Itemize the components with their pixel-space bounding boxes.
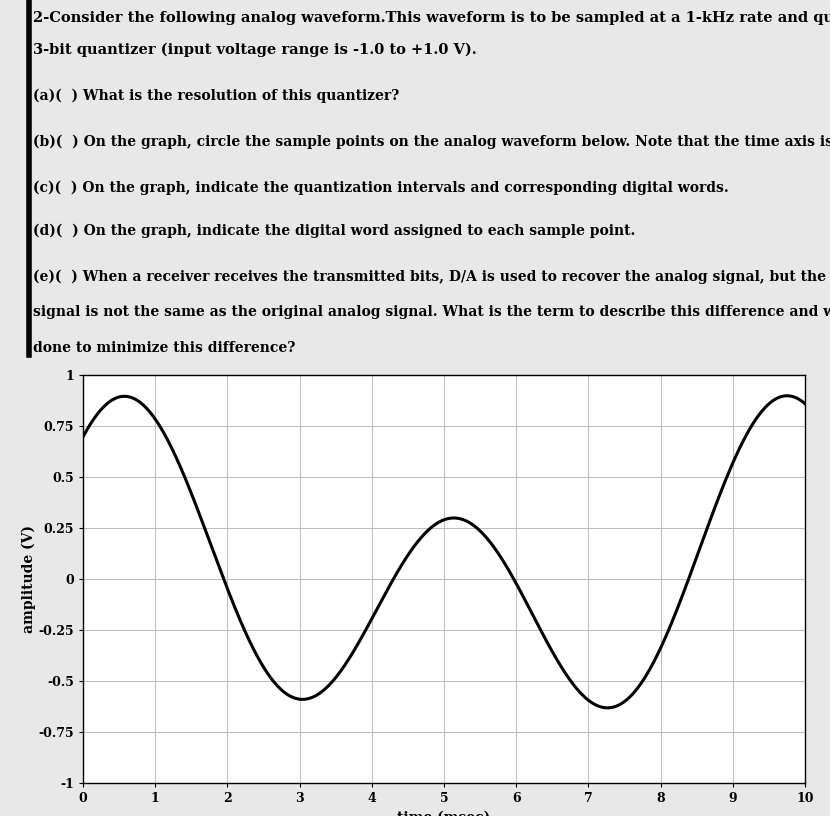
Text: 3-bit quantizer (input voltage range is -1.0 to +1.0 V).: 3-bit quantizer (input voltage range is …: [33, 42, 477, 57]
X-axis label: time (msec): time (msec): [398, 811, 491, 816]
Text: (b)(  ) On the graph, circle the sample points on the analog waveform below. Not: (b)( ) On the graph, circle the sample p…: [33, 135, 830, 149]
Text: (c)(  ) On the graph, indicate the quantization intervals and corresponding digi: (c)( ) On the graph, indicate the quanti…: [33, 181, 729, 195]
Text: done to minimize this difference?: done to minimize this difference?: [33, 341, 295, 355]
Text: 2-Consider the following analog waveform.This waveform is to be sampled at a 1-k: 2-Consider the following analog waveform…: [33, 11, 830, 24]
Text: (d)(  ) On the graph, indicate the digital word assigned to each sample point.: (d)( ) On the graph, indicate the digita…: [33, 224, 636, 238]
Text: (e)(  ) When a receiver receives the transmitted bits, D/A is used to recover th: (e)( ) When a receiver receives the tran…: [33, 270, 830, 284]
Y-axis label: amplitude (V): amplitude (V): [22, 526, 36, 633]
Text: (a)(  ) What is the resolution of this quantizer?: (a)( ) What is the resolution of this qu…: [33, 89, 399, 103]
Text: signal is not the same as the original analog signal. What is the term to descri: signal is not the same as the original a…: [33, 305, 830, 319]
